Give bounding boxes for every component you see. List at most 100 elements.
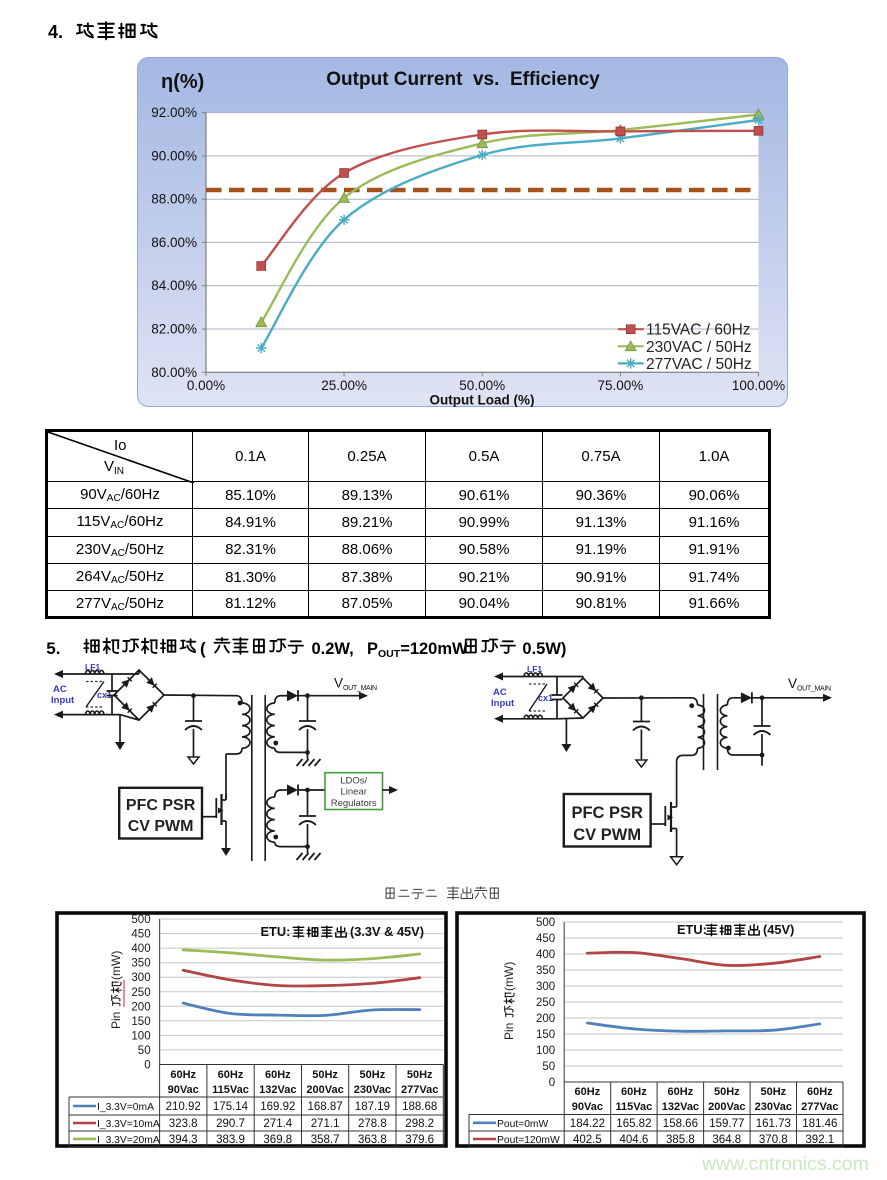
svg-text:187.19: 187.19	[355, 1101, 390, 1113]
svg-text:450: 450	[536, 933, 555, 945]
svg-text:PFC PSR: PFC PSR	[571, 804, 643, 822]
svg-text:LF1: LF1	[85, 662, 100, 672]
svg-text:132Vac: 132Vac	[662, 1101, 699, 1113]
svg-text:450: 450	[131, 929, 150, 941]
svg-text:0.2W,: 0.2W,	[312, 640, 354, 658]
svg-text:159.77: 159.77	[709, 1118, 744, 1130]
svg-text:AC: AC	[53, 684, 67, 695]
svg-text:Output Load (%): Output Load (%)	[430, 393, 535, 408]
svg-text:277VAC / 50Hz: 277VAC / 50Hz	[646, 356, 752, 373]
svg-text:Pout=0mW: Pout=0mW	[497, 1119, 548, 1130]
svg-text:η(%): η(%)	[161, 71, 204, 93]
svg-text:ETU:: ETU:	[261, 924, 291, 939]
svg-text:100: 100	[536, 1045, 555, 1057]
svg-text:379.6: 379.6	[405, 1134, 434, 1146]
svg-text:I_3.3V=20mA: I_3.3V=20mA	[97, 1135, 160, 1146]
svg-text:ETU:: ETU:	[677, 922, 707, 937]
svg-text:60Hz: 60Hz	[621, 1086, 647, 1098]
svg-text:86.00%: 86.00%	[151, 235, 197, 250]
svg-text:60Hz: 60Hz	[265, 1069, 291, 1081]
svg-text:277Vac: 277Vac	[801, 1101, 838, 1113]
svg-text:PFC PSR: PFC PSR	[126, 797, 196, 814]
svg-text:165.82: 165.82	[616, 1118, 651, 1130]
svg-text:LDOs/: LDOs/	[340, 776, 367, 787]
svg-text:(mW): (mW)	[502, 962, 516, 991]
svg-text:298.2: 298.2	[405, 1118, 434, 1130]
svg-text:383.9: 383.9	[216, 1134, 245, 1146]
svg-text:Pin: Pin	[502, 1023, 516, 1040]
svg-text:(mW): (mW)	[109, 951, 123, 980]
svg-text:I_3.3V=10mA: I_3.3V=10mA	[97, 1119, 160, 1130]
svg-text:175.14: 175.14	[213, 1101, 249, 1113]
svg-text:290.7: 290.7	[216, 1118, 245, 1130]
svg-text:25.00%: 25.00%	[321, 378, 367, 393]
svg-text:(: (	[200, 639, 206, 658]
svg-text:181.46: 181.46	[802, 1118, 837, 1130]
svg-text:230VAC / 50Hz: 230VAC / 50Hz	[646, 339, 752, 356]
svg-text:115Vac: 115Vac	[616, 1101, 653, 1113]
svg-text:400: 400	[131, 943, 150, 955]
svg-text:358.7: 358.7	[311, 1134, 340, 1146]
svg-text:90.00%: 90.00%	[151, 148, 197, 163]
svg-text:200Vac: 200Vac	[306, 1084, 343, 1096]
svg-text:132Vac: 132Vac	[259, 1084, 296, 1096]
svg-text:50: 50	[542, 1061, 555, 1073]
svg-text:300: 300	[536, 981, 555, 993]
svg-text:cx1: cx1	[538, 693, 553, 703]
svg-text:60Hz: 60Hz	[170, 1069, 196, 1081]
svg-text:184.22: 184.22	[570, 1118, 605, 1130]
svg-text:92.00%: 92.00%	[151, 105, 197, 120]
svg-text:277Vac: 277Vac	[401, 1084, 438, 1096]
svg-text:60Hz: 60Hz	[668, 1086, 694, 1098]
svg-text:80.00%: 80.00%	[151, 365, 197, 380]
svg-text:Pout=120mW: Pout=120mW	[497, 1135, 560, 1146]
svg-text:150: 150	[131, 1016, 150, 1028]
svg-text:500: 500	[536, 917, 555, 929]
svg-text:161.73: 161.73	[756, 1118, 791, 1130]
svg-text:82.00%: 82.00%	[151, 322, 197, 337]
svg-text:5.: 5.	[46, 639, 60, 658]
svg-text:230Vac: 230Vac	[755, 1101, 792, 1113]
svg-text:Pin: Pin	[109, 1012, 123, 1029]
svg-text:90Vac: 90Vac	[168, 1084, 199, 1096]
svg-text:Output Current vs. Efficienc: Output Current vs. Efficiency	[326, 69, 600, 90]
svg-text:90Vac: 90Vac	[572, 1101, 603, 1113]
svg-text:363.8: 363.8	[358, 1134, 387, 1146]
svg-text:Linear: Linear	[340, 787, 366, 798]
svg-text:VOUT_MAIN: VOUT_MAIN	[788, 676, 831, 693]
svg-text:60Hz: 60Hz	[218, 1069, 244, 1081]
svg-text:CV PWM: CV PWM	[573, 826, 641, 844]
svg-text:400: 400	[536, 949, 555, 961]
svg-text:0: 0	[549, 1077, 555, 1089]
svg-text:50: 50	[138, 1045, 151, 1057]
svg-text:60Hz: 60Hz	[575, 1086, 601, 1098]
svg-text:(3.3V & 45V): (3.3V & 45V)	[350, 924, 424, 939]
svg-text:I_3.3V=0mA: I_3.3V=0mA	[97, 1102, 154, 1113]
svg-text:0.5W): 0.5W)	[522, 640, 566, 658]
svg-text:84.00%: 84.00%	[151, 278, 197, 293]
svg-text:60Hz: 60Hz	[807, 1086, 833, 1098]
svg-text:0: 0	[144, 1060, 150, 1072]
svg-text:370.8: 370.8	[759, 1134, 788, 1146]
svg-text:Input: Input	[51, 695, 75, 706]
svg-text:271.4: 271.4	[263, 1118, 292, 1130]
svg-text:200: 200	[536, 1013, 555, 1025]
svg-text:402.5: 402.5	[573, 1134, 602, 1146]
svg-text:350: 350	[536, 965, 555, 977]
svg-text:210.92: 210.92	[166, 1101, 201, 1113]
svg-text:188.68: 188.68	[402, 1101, 437, 1113]
svg-text:50.00%: 50.00%	[459, 378, 505, 393]
svg-text:278.8: 278.8	[358, 1118, 387, 1130]
svg-text:50Hz: 50Hz	[760, 1086, 786, 1098]
svg-text:250: 250	[131, 987, 150, 999]
svg-text:CV PWM: CV PWM	[128, 818, 194, 835]
svg-text:115VAC / 60Hz: 115VAC / 60Hz	[646, 322, 751, 339]
svg-text:75.00%: 75.00%	[598, 378, 644, 393]
svg-text:364.8: 364.8	[712, 1134, 741, 1146]
svg-text:230Vac: 230Vac	[354, 1084, 391, 1096]
svg-text:500: 500	[131, 914, 150, 926]
svg-text:394.3: 394.3	[169, 1134, 198, 1146]
svg-text:385.8: 385.8	[666, 1134, 695, 1146]
svg-text:369.8: 369.8	[263, 1134, 292, 1146]
svg-text:392.1: 392.1	[805, 1134, 834, 1146]
